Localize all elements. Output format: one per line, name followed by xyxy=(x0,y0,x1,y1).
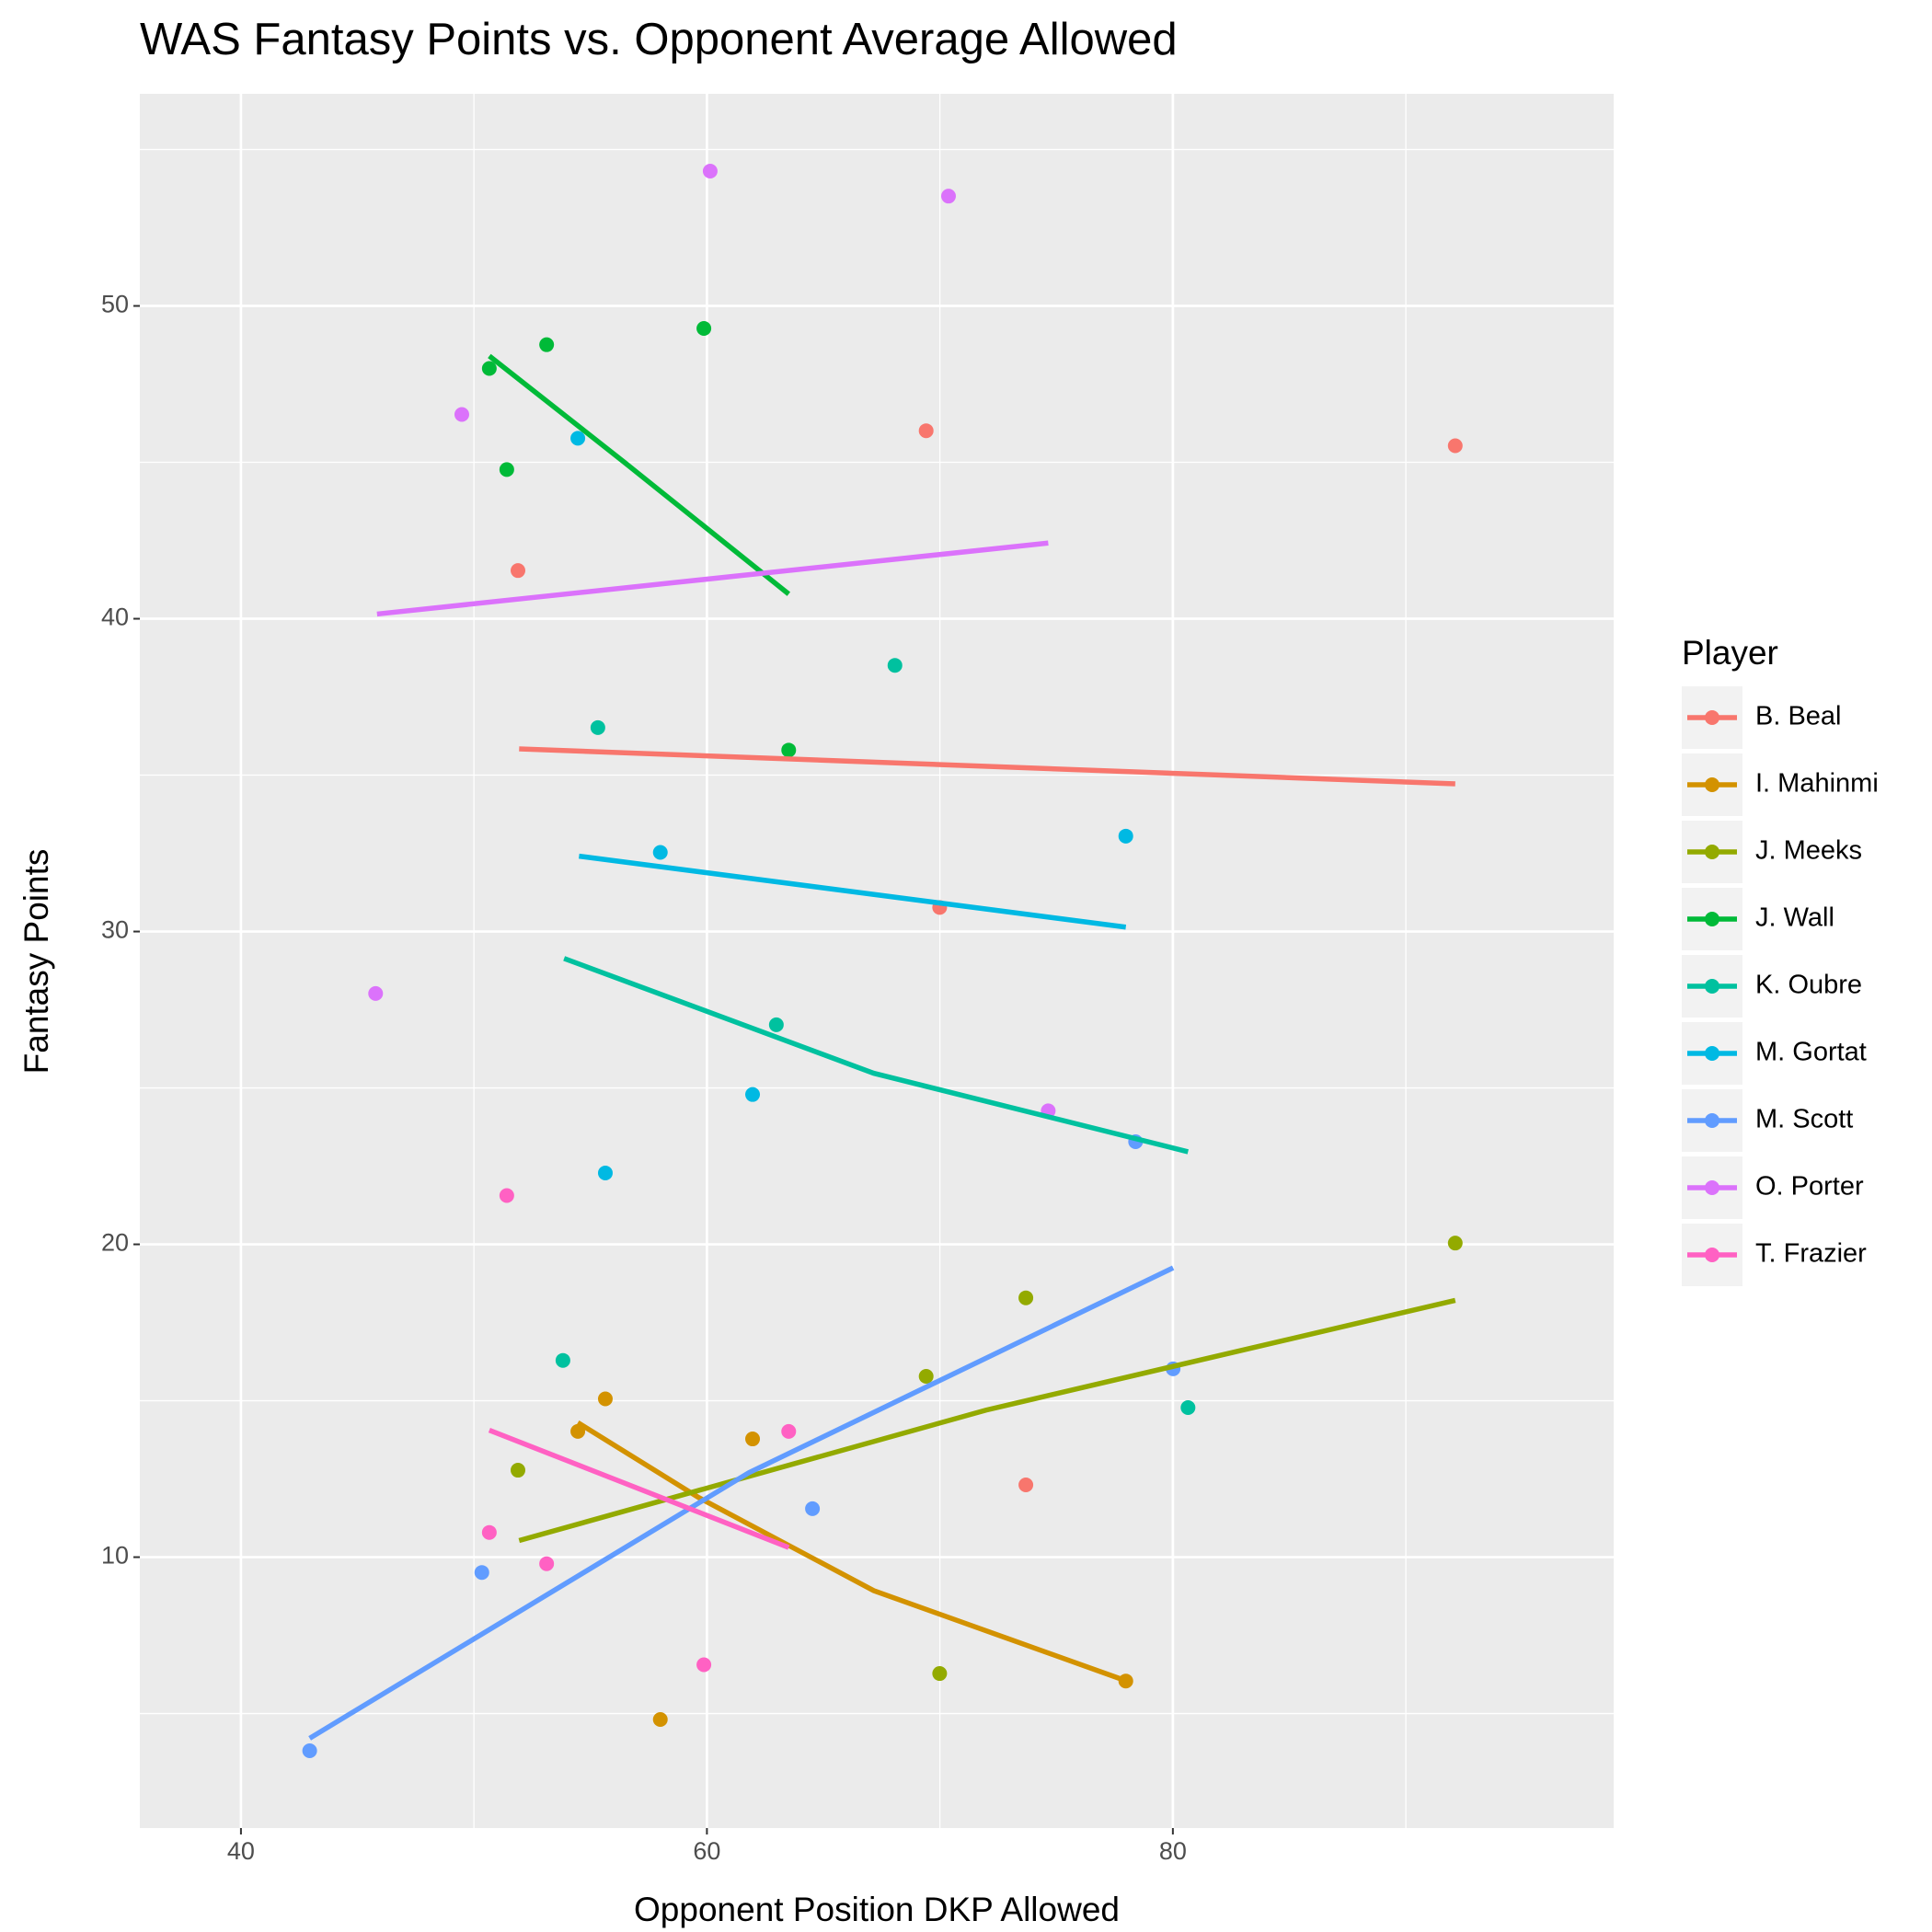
data-point xyxy=(499,462,514,477)
data-point xyxy=(1447,438,1463,454)
data-point xyxy=(768,1017,784,1032)
data-point xyxy=(454,407,469,422)
data-point xyxy=(932,1666,948,1682)
y-tick-label: 50 xyxy=(101,291,129,318)
data-point xyxy=(1018,1478,1034,1493)
legend-title: Player xyxy=(1682,634,1778,672)
x-tick-label: 40 xyxy=(227,1837,255,1865)
y-tick-label: 20 xyxy=(101,1229,129,1257)
trend-line xyxy=(579,853,1127,930)
legend-label: M. Scott xyxy=(1755,1105,1853,1134)
legend-label: J. Meeks xyxy=(1755,836,1862,866)
data-point xyxy=(474,1565,489,1581)
trend-line xyxy=(488,1427,790,1550)
legend-marker xyxy=(1705,777,1719,792)
data-point xyxy=(1018,1290,1034,1305)
trend-line xyxy=(308,1265,1175,1741)
data-point xyxy=(481,1524,497,1540)
x-tick-label: 80 xyxy=(1159,1837,1187,1865)
data-point xyxy=(652,1712,668,1728)
legend-label: O. Porter xyxy=(1755,1172,1864,1202)
data-point xyxy=(1447,1236,1463,1251)
legend-marker xyxy=(1705,979,1719,994)
legend-label: T. Frazier xyxy=(1755,1239,1867,1269)
data-point xyxy=(918,1369,934,1385)
data-point xyxy=(1118,828,1133,844)
x-axis-title: Opponent Position DKP Allowed xyxy=(634,1891,1120,1928)
data-point xyxy=(570,431,586,446)
y-axis-title: Fantasy Points xyxy=(17,849,55,1075)
data-point xyxy=(597,1391,613,1407)
y-tick-label: 30 xyxy=(101,916,129,944)
data-point xyxy=(302,1743,317,1759)
y-tick-label: 10 xyxy=(101,1542,129,1570)
legend-marker xyxy=(1705,1180,1719,1195)
chart-title: WAS Fantasy Points vs. Opponent Average … xyxy=(140,15,1178,64)
data-point xyxy=(368,985,384,1001)
legend-label: I. Mahinmi xyxy=(1755,769,1879,799)
data-point xyxy=(555,1352,570,1368)
data-point xyxy=(539,337,555,352)
data-point xyxy=(511,1463,526,1478)
data-point xyxy=(597,1166,613,1181)
trend-line xyxy=(563,956,1189,1155)
data-point xyxy=(745,1087,761,1102)
data-point xyxy=(696,1657,712,1673)
legend-marker xyxy=(1705,1248,1719,1262)
data-point xyxy=(805,1501,821,1516)
data-point xyxy=(539,1556,555,1571)
x-tick-label: 60 xyxy=(693,1837,720,1865)
data-point xyxy=(940,189,956,204)
data-point xyxy=(590,719,605,735)
data-point xyxy=(918,423,934,439)
legend-label: K. Oubre xyxy=(1755,971,1862,1000)
legend-label: B. Beal xyxy=(1755,702,1842,731)
legend-marker xyxy=(1705,710,1719,725)
trend-line xyxy=(518,1297,1456,1544)
trend-line xyxy=(488,353,790,596)
data-point xyxy=(1180,1400,1196,1416)
data-point xyxy=(511,563,526,579)
trend-line xyxy=(519,746,1455,787)
legend-marker xyxy=(1705,1113,1719,1128)
data-point xyxy=(887,658,903,673)
legend-label: M. Gortat xyxy=(1755,1038,1867,1067)
legend-marker xyxy=(1705,845,1719,859)
plot-panel xyxy=(140,94,1614,1828)
data-point xyxy=(481,361,497,376)
legend-marker xyxy=(1705,912,1719,926)
data-point xyxy=(702,163,718,178)
legend-marker xyxy=(1705,1046,1719,1061)
y-tick-label: 40 xyxy=(101,604,129,631)
data-point xyxy=(781,742,797,758)
trend-line xyxy=(376,540,1049,617)
data-point xyxy=(652,845,668,860)
data-point xyxy=(499,1188,514,1203)
legend-label: J. Wall xyxy=(1755,903,1834,933)
data-point xyxy=(696,321,712,337)
data-point xyxy=(781,1423,797,1439)
data-point xyxy=(745,1432,761,1447)
